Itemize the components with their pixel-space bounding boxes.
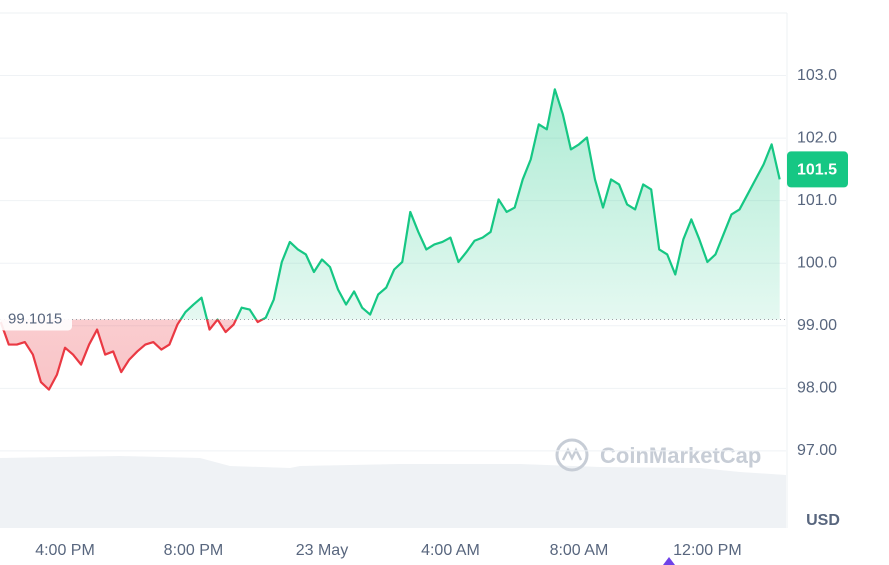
current-price-tag [787,151,848,188]
baseline-label-box [0,306,72,331]
baseline-label: 99.1015 [8,310,62,327]
y-tick-label: 101.0 [797,192,837,209]
watermark: CoinMarketCap [600,443,761,468]
price-line-up [179,88,781,320]
watermark-logo [555,438,589,472]
area-up [180,89,780,320]
event-marker [663,557,675,565]
x-tick-label: 4:00 AM [421,542,480,559]
area-down [0,319,780,390]
x-tick-label: 23 May [296,542,348,559]
x-tick-label: 12:00 PM [673,542,741,559]
y-unit: USD [806,512,840,529]
x-tick-label: 8:00 PM [164,542,224,559]
y-tick-label: 100.0 [797,254,837,271]
y-tick-label: 102.0 [797,129,837,146]
y-tick-label: 97.00 [797,442,837,459]
volume-area [0,456,786,528]
x-tick-label: 8:00 AM [550,542,609,559]
y-tick-label: 99.00 [797,317,837,334]
y-tick-label: 98.00 [797,380,837,397]
price-line-down [0,319,265,391]
x-tick-label: 4:00 PM [35,542,95,559]
y-tick-label: 103.0 [797,67,837,84]
current-price-label: 101.5 [797,162,837,179]
